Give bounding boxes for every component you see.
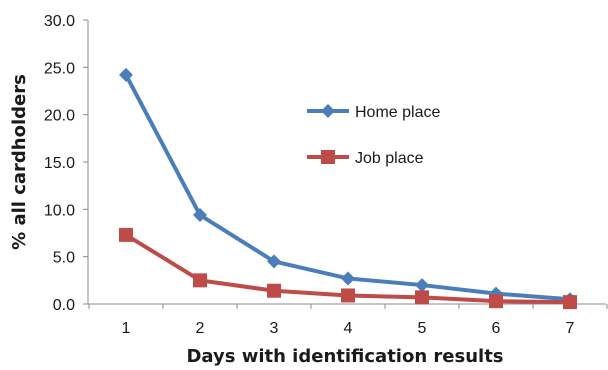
y-tick-label: 0.0 (53, 297, 75, 314)
y-ticks: 0.0 5.0 10.0 15.0 20.0 25.0 30.0 (44, 13, 88, 314)
legend: Home place Job place (307, 104, 440, 167)
x-tick-label: 6 (492, 320, 501, 337)
series-layer (119, 67, 577, 310)
x-tick-label: 2 (196, 320, 205, 337)
data-point-square (119, 227, 133, 242)
data-point-square (193, 273, 207, 288)
y-tick-label: 15.0 (44, 155, 75, 172)
data-point-square (415, 290, 429, 305)
x-tick-label: 1 (122, 320, 131, 337)
y-tick-label: 5.0 (53, 250, 75, 267)
y-tick-label: 25.0 (44, 60, 75, 77)
data-point-diamond (415, 278, 429, 293)
legend-label: Job place (355, 150, 424, 167)
x-tick-label: 7 (566, 320, 575, 337)
y-tick-label: 20.0 (44, 108, 75, 125)
data-point-square (563, 295, 577, 310)
x-tick-label: 3 (270, 320, 279, 337)
x-ticks: 1 2 3 4 5 6 7 (88, 304, 608, 337)
data-point-square (489, 294, 503, 309)
data-point-diamond (193, 208, 207, 223)
y-tick-label: 10.0 (44, 202, 75, 219)
series-line (124, 72, 572, 302)
data-point-square (341, 288, 355, 303)
data-point-diamond (119, 67, 133, 82)
data-point-diamond (267, 254, 281, 269)
data-point-square (267, 283, 281, 298)
y-tick-label: 30.0 (44, 13, 75, 30)
legend-label: Home place (355, 104, 440, 121)
x-tick-label: 5 (418, 320, 427, 337)
legend-marker-diamond (321, 104, 335, 118)
data-point-diamond (341, 271, 355, 286)
series-job-place (119, 227, 577, 310)
x-tick-label: 4 (344, 320, 353, 337)
y-axis-title: % all cardholders (9, 74, 30, 250)
x-axis-title: Days with identification results (186, 346, 503, 367)
legend-marker-square (321, 150, 335, 164)
